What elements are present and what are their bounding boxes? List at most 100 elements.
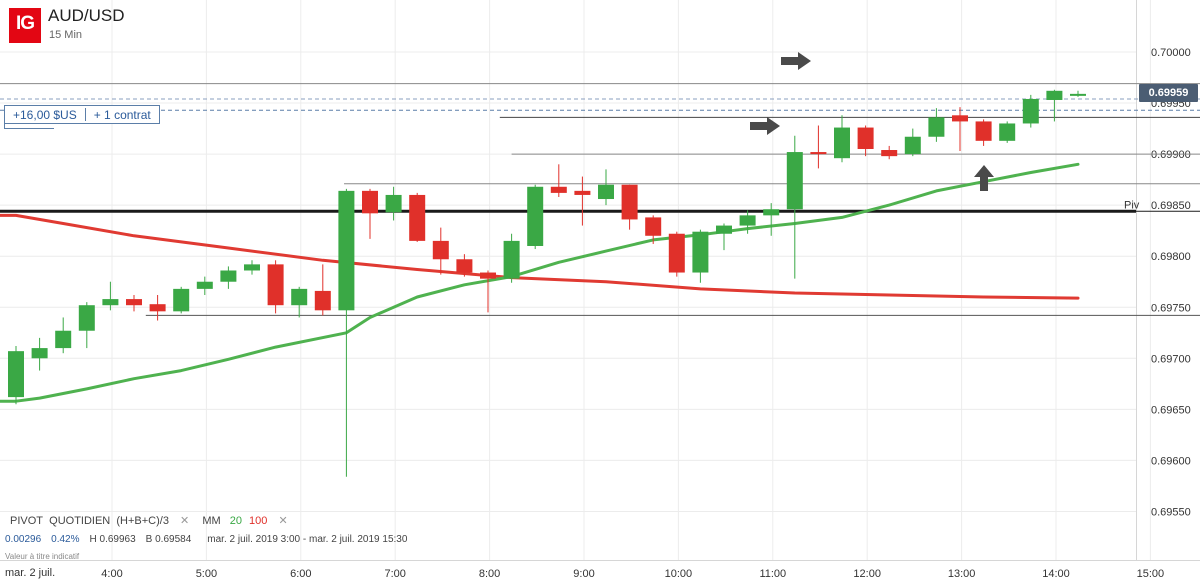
x-tick-label: 6:00: [290, 568, 311, 580]
logo-underline: [9, 40, 41, 43]
candle-body: [31, 348, 48, 359]
remove-pivot-icon[interactable]: ✕: [180, 515, 190, 527]
y-tick-label: 0.69700: [1151, 353, 1191, 365]
ma-indicator-name[interactable]: MM: [202, 515, 221, 527]
candle-body: [834, 127, 850, 159]
candle-body: [1046, 90, 1063, 100]
position-pnl: +16,00 $US: [13, 107, 77, 122]
y-tick-label: 0.69650: [1151, 404, 1191, 416]
ma-fast-period[interactable]: 20: [229, 515, 242, 527]
candle-body: [810, 152, 827, 155]
y-tick-label: 0.69900: [1151, 149, 1191, 161]
pivot-indicator-formula[interactable]: (H+B+C)/3: [116, 515, 169, 527]
candle-body: [456, 259, 473, 273]
y-tick-label: 0.69750: [1151, 302, 1191, 314]
timeframe-label[interactable]: 15 Min: [49, 29, 83, 41]
x-tick-label: 7:00: [384, 568, 405, 580]
logo-text: IG: [15, 13, 35, 34]
x-tick-label: 11:00: [759, 568, 786, 580]
candle-body: [244, 264, 260, 271]
open-position-tag[interactable]: +16,00 $US + 1 contrat: [4, 105, 160, 124]
candle-body: [668, 233, 685, 273]
y-tick-label: 0.70000: [1151, 47, 1191, 59]
x-tick-label: 9:00: [573, 568, 594, 580]
pivot-indicator-period[interactable]: QUOTIDIEN: [49, 515, 111, 527]
candle-body: [196, 281, 213, 289]
candle-body: [102, 299, 119, 306]
x-tick-label: 5:00: [196, 568, 217, 580]
candle-body: [480, 272, 496, 279]
x-tick-label: 10:00: [665, 568, 693, 580]
y-tick-label: 0.69600: [1151, 455, 1191, 467]
candle-body: [598, 184, 614, 200]
x-tick-label: 8:00: [479, 568, 500, 580]
stat-change-pct: 0.42%: [51, 534, 80, 545]
candle-body: [78, 305, 95, 331]
candle-body: [739, 215, 756, 226]
y-tick-label: 0.69850: [1151, 200, 1191, 212]
current-price-label: 0.69959: [1139, 84, 1198, 102]
candle-body: [1070, 93, 1086, 96]
arrow-right-icon: [781, 52, 811, 70]
candle-body: [527, 186, 544, 246]
instrument-title[interactable]: AUD/USD: [48, 6, 125, 25]
candle-body: [645, 217, 662, 236]
candle-body: [314, 290, 331, 311]
price-stats: 0.00296 0.42% H 0.69963 B 0.69584 mar. 2…: [5, 534, 407, 545]
candle-body: [432, 240, 449, 260]
candle-body: [173, 288, 190, 312]
candle-body: [550, 186, 567, 193]
y-tick-label: 0.69800: [1151, 251, 1191, 263]
candle-body: [881, 150, 898, 157]
x-tick-label: 13:00: [948, 568, 976, 580]
stat-range: mar. 2 juil. 2019 3:00 - mar. 2 juil. 20…: [207, 534, 408, 545]
position-separator: [84, 108, 86, 121]
candle-body: [716, 225, 732, 234]
candle-body: [385, 194, 402, 213]
candle-body: [928, 117, 945, 137]
candle-body: [291, 288, 308, 306]
position-size: + 1 contrat: [93, 107, 151, 122]
candle-body: [952, 115, 968, 122]
stat-change: 0.00296: [5, 534, 42, 545]
candle-body: [126, 299, 142, 306]
x-tick-label: 4:00: [101, 568, 122, 580]
candle-body: [149, 304, 166, 312]
ig-logo: IG: [9, 8, 41, 40]
pivot-indicator-name[interactable]: PIVOT: [10, 515, 44, 527]
candle-body: [574, 190, 591, 195]
candle-body: [904, 136, 921, 155]
indicative-note: Valeur à titre indicatif: [5, 552, 80, 561]
candle-body: [503, 240, 520, 279]
position-connector: [4, 123, 54, 129]
indicator-legend: PIVOT QUOTIDIEN (H+B+C)/3 ✕ MM 20 100 ✕: [10, 514, 298, 527]
x-tick-label: 15:00: [1137, 568, 1165, 580]
candle-body: [55, 330, 72, 349]
x-tick-label: 14:00: [1042, 568, 1070, 580]
candle-body: [409, 194, 426, 241]
arrow-up-icon: [974, 165, 994, 191]
candle-body: [857, 127, 874, 149]
candle-body: [338, 190, 355, 311]
candle-body: [999, 123, 1016, 141]
candle-body: [763, 209, 780, 216]
candle-body: [220, 270, 237, 282]
stat-high: H 0.69963: [89, 534, 136, 545]
candle-body: [267, 264, 284, 306]
y-tick-label: 0.69550: [1151, 506, 1191, 518]
stat-low: B 0.69584: [145, 534, 192, 545]
arrow-right-icon: [750, 117, 780, 135]
remove-ma-icon[interactable]: ✕: [278, 515, 288, 527]
candle-body: [975, 121, 992, 141]
pivot-label: Piv: [1124, 199, 1140, 211]
x-tick-label: 12:00: [853, 568, 881, 580]
ma-slow-period[interactable]: 100: [249, 515, 268, 527]
candle-body: [621, 184, 638, 220]
date-axis-label: mar. 2 juil.: [5, 567, 56, 579]
candle-body: [362, 190, 378, 214]
candle-body: [786, 152, 803, 210]
candle-body: [8, 351, 24, 398]
candle-body: [1022, 98, 1039, 124]
candle-body: [692, 231, 709, 273]
